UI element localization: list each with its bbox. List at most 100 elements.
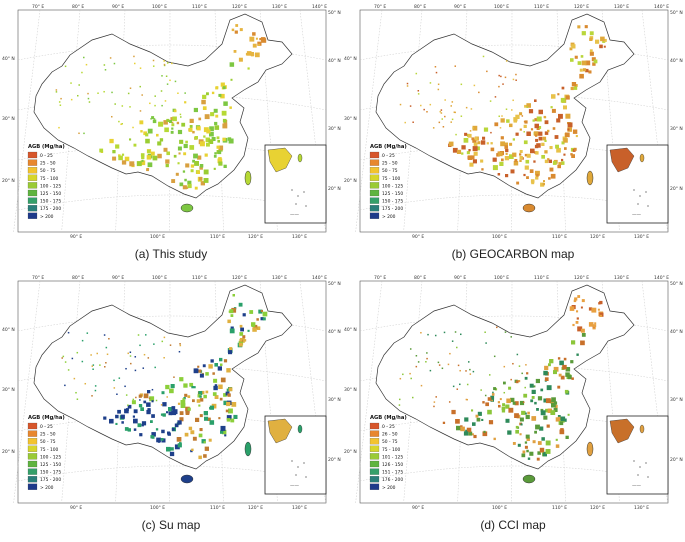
agb-pixel bbox=[549, 167, 554, 172]
lon-tick-label-bottom: 90° E bbox=[412, 505, 424, 511]
agb-pixel bbox=[519, 153, 522, 156]
agb-pixel bbox=[555, 444, 560, 448]
panel-caption: (d) CCI map bbox=[480, 518, 546, 532]
agb-pixel bbox=[187, 183, 192, 189]
agb-pixel bbox=[192, 399, 195, 403]
agb-pixel bbox=[519, 400, 525, 406]
agb-pixel bbox=[212, 372, 215, 375]
agb-pixel bbox=[166, 411, 169, 414]
agb-pixel bbox=[556, 147, 561, 153]
agb-pixel bbox=[490, 147, 495, 152]
agb-pixel bbox=[163, 60, 165, 62]
agb-pixel bbox=[214, 125, 220, 130]
agb-pixel bbox=[433, 401, 436, 403]
lat-tick-label-right: 50° N bbox=[328, 10, 341, 16]
lat-tick-label-right: 50° N bbox=[670, 10, 683, 16]
agb-pixel bbox=[505, 60, 508, 62]
agb-pixel bbox=[545, 449, 551, 454]
agb-pixel bbox=[504, 142, 508, 146]
agb-pixel bbox=[548, 177, 551, 180]
legend-swatch bbox=[369, 167, 380, 174]
agb-pixel bbox=[508, 407, 514, 413]
agb-pixel bbox=[166, 62, 169, 64]
legend-label: > 200 bbox=[382, 485, 396, 491]
agb-pixel bbox=[55, 91, 58, 93]
lon-tick-label: 70° E bbox=[374, 4, 386, 10]
agb-pixel bbox=[189, 382, 194, 387]
agb-pixel bbox=[534, 430, 537, 434]
agb-pixel bbox=[221, 429, 227, 435]
agb-pixel bbox=[204, 153, 208, 157]
agb-pixel bbox=[164, 127, 169, 133]
agb-pixel bbox=[190, 164, 195, 168]
lat-tick-label-right: 20° N bbox=[328, 186, 341, 192]
agb-pixel bbox=[553, 408, 558, 412]
agb-pixel bbox=[480, 140, 486, 145]
agb-pixel bbox=[165, 384, 170, 390]
agb-pixel bbox=[467, 133, 472, 138]
agb-pixel bbox=[577, 326, 583, 332]
agb-pixel bbox=[253, 324, 258, 329]
agb-pixel bbox=[131, 400, 136, 405]
lon-tick-label: 90° E bbox=[454, 275, 466, 281]
legend-label: 0 - 25 bbox=[382, 153, 395, 159]
agb-pixel bbox=[519, 128, 522, 131]
lat-tick-label-right: 20° N bbox=[670, 186, 683, 192]
agb-pixels bbox=[399, 25, 607, 187]
agb-pixel bbox=[192, 130, 195, 134]
agb-pixel bbox=[121, 105, 124, 107]
agb-pixel bbox=[461, 152, 464, 155]
agb-pixel bbox=[103, 334, 106, 336]
agb-pixel bbox=[546, 385, 552, 391]
agb-pixel bbox=[64, 361, 67, 363]
agb-pixel bbox=[142, 367, 145, 369]
agb-pixel bbox=[464, 132, 468, 136]
agb-pixel bbox=[214, 152, 217, 155]
agb-pixel bbox=[472, 138, 477, 143]
agb-pixel bbox=[493, 387, 497, 391]
lon-tick-label: 140° E bbox=[312, 275, 327, 281]
agb-pixel bbox=[454, 65, 457, 67]
agb-pixel bbox=[121, 153, 125, 156]
legend-label: 26 - 50 bbox=[382, 432, 398, 438]
agb-pixel bbox=[127, 352, 129, 355]
agb-pixel bbox=[556, 118, 561, 123]
agb-pixel bbox=[181, 122, 186, 127]
agb-pixel bbox=[239, 332, 244, 336]
agb-pixel bbox=[210, 112, 215, 117]
agb-pixel bbox=[198, 391, 203, 395]
lon-tick-label-bottom: 110° E bbox=[552, 505, 567, 511]
agb-pixel bbox=[573, 86, 578, 90]
agb-pixel bbox=[152, 59, 155, 62]
agb-pixel bbox=[589, 37, 593, 41]
agb-pixel bbox=[466, 398, 468, 401]
lat-tick-label: 40° N bbox=[344, 56, 357, 62]
agb-pixel bbox=[115, 414, 119, 419]
agb-pixel bbox=[239, 28, 243, 32]
agb-pixel bbox=[161, 391, 165, 395]
agb-pixel bbox=[569, 306, 575, 311]
agb-pixel bbox=[81, 360, 84, 363]
agb-pixel bbox=[531, 181, 535, 185]
agb-pixel bbox=[143, 400, 147, 404]
agb-pixel bbox=[171, 410, 177, 416]
agb-pixel bbox=[106, 353, 109, 356]
agb-pixel bbox=[218, 384, 223, 389]
agb-pixel bbox=[260, 317, 264, 321]
agb-pixel bbox=[512, 138, 515, 141]
agb-pixel bbox=[402, 373, 404, 376]
agb-pixel bbox=[528, 109, 534, 114]
agb-pixel bbox=[485, 342, 487, 344]
agb-pixel bbox=[202, 106, 207, 110]
agb-pixel bbox=[599, 300, 603, 305]
legend-label: 150 - 175 bbox=[40, 470, 61, 476]
agb-pixel bbox=[459, 383, 461, 386]
panel-caption: (b) GEOCARBON map bbox=[451, 247, 575, 261]
agb-pixel bbox=[147, 149, 151, 153]
agb-pixel bbox=[514, 413, 519, 418]
agb-pixel bbox=[235, 24, 239, 27]
agb-pixel bbox=[239, 324, 243, 328]
agb-pixel bbox=[561, 86, 565, 90]
agb-pixel bbox=[522, 450, 526, 454]
